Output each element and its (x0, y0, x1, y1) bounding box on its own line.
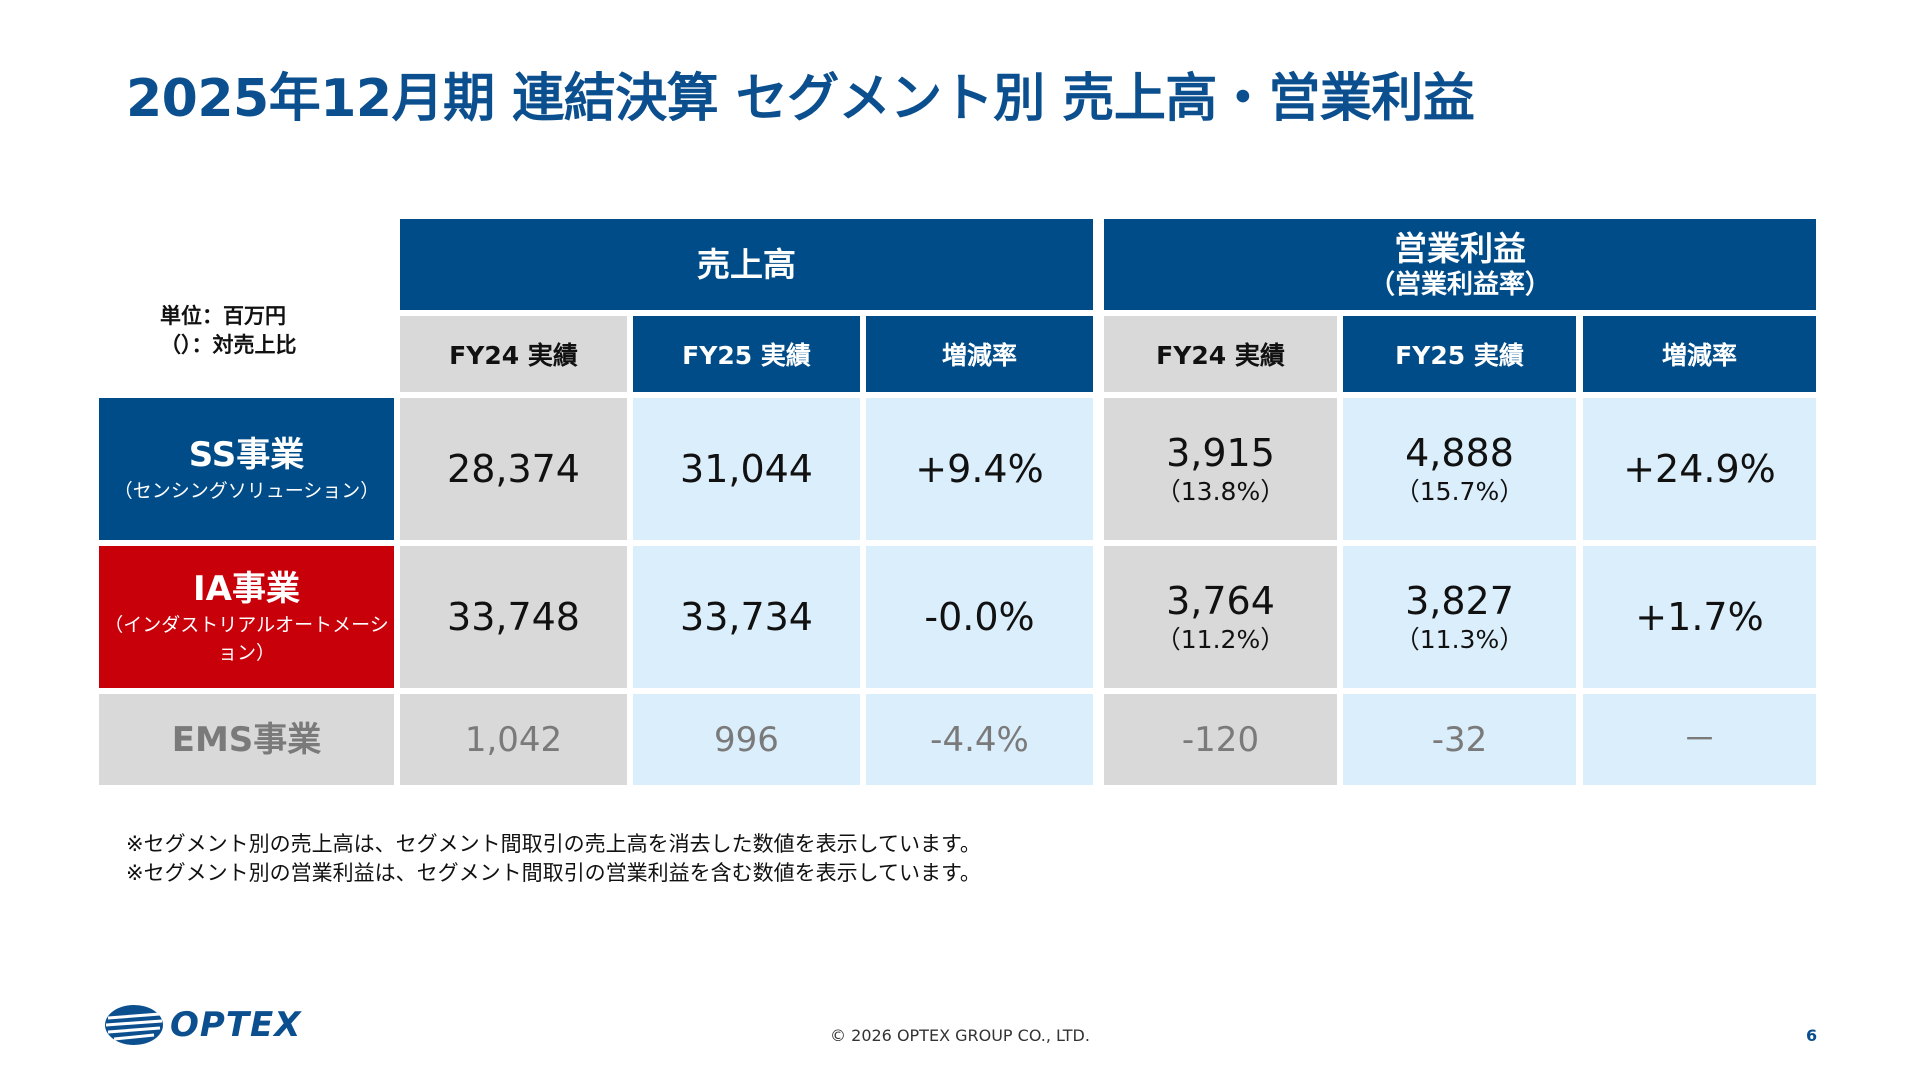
header-sales-label: 売上高 (697, 244, 796, 284)
segment-ss-sub: （センシングソリューション） (113, 480, 380, 502)
segment-ia-sub: （インダストリアルオートメーション） (104, 614, 389, 664)
footnote-1: ※セグメント別の売上高は、セグメント間取引の売上高を消去した数値を表示しています… (126, 832, 981, 856)
table-cell-ems-op-change: － (1583, 694, 1816, 785)
subheader-sales-fy25: FY25 実績 (633, 316, 860, 392)
table-cell-ss-op-fy25: 4,888 （15.7%） (1343, 398, 1576, 540)
logo-text: OPTEX (170, 1005, 302, 1045)
table-cell-ss-op-fy24: 3,915 （13.8%） (1104, 398, 1337, 540)
value: 996 (714, 719, 779, 760)
value: 33,734 (680, 595, 813, 639)
page-number: 6 (1806, 1026, 1818, 1045)
table-cell-ia-op-fy25: 3,827 （11.3%） (1343, 546, 1576, 688)
value: 3,827 (1405, 579, 1514, 623)
table-cell-ia-op-change: +1.7% (1583, 546, 1816, 688)
ratio: （15.7%） (1394, 477, 1525, 506)
page-title: 2025年12月期 連結決算 セグメント別 売上高・営業利益 (126, 69, 1475, 129)
logo-icon (105, 1005, 163, 1045)
value: +9.4% (915, 447, 1044, 491)
subheader-sales-fy24: FY24 実績 (400, 316, 627, 392)
table-cell-ss-sales-fy25: 31,044 (633, 398, 860, 540)
value: 1,042 (464, 719, 563, 760)
value: 28,374 (447, 447, 580, 491)
segment-ems: EMS事業 (99, 694, 394, 785)
table-cell-ems-op-fy24: -120 (1104, 694, 1337, 785)
unit-line-1: 単位：百万円 (160, 304, 286, 328)
table-cell-ems-sales-change: -4.4% (866, 694, 1093, 785)
header-op-profit: 営業利益 （営業利益率） (1104, 219, 1816, 310)
value: -4.4% (930, 719, 1029, 760)
header-sales: 売上高 (400, 219, 1093, 310)
table-cell-ia-sales-fy25: 33,734 (633, 546, 860, 688)
subheader-op-fy25: FY25 実績 (1343, 316, 1576, 392)
table-cell-ems-sales-fy25: 996 (633, 694, 860, 785)
table-cell-ems-op-fy25: -32 (1343, 694, 1576, 785)
ratio: （11.3%） (1394, 625, 1525, 654)
header-op-profit-sub: （営業利益率） (1368, 269, 1551, 300)
segment-ia: IA事業 （インダストリアルオートメーション） (99, 546, 394, 688)
value: 33,748 (447, 595, 580, 639)
table-cell-ss-sales-fy24: 28,374 (400, 398, 627, 540)
value: 4,888 (1405, 431, 1514, 475)
value: － (1682, 719, 1717, 760)
value: -32 (1431, 719, 1488, 760)
subheader-op-fy24: FY24 実績 (1104, 316, 1337, 392)
copyright: © 2026 OPTEX GROUP CO., LTD. (830, 1026, 1090, 1045)
segment-ems-label: EMS事業 (171, 719, 322, 760)
value: 3,915 (1166, 431, 1275, 475)
ratio: （13.8%） (1155, 477, 1286, 506)
value: +24.9% (1623, 447, 1776, 491)
segment-ss: SS事業 （センシングソリューション） (99, 398, 394, 540)
table-cell-ia-sales-change: -0.0% (866, 546, 1093, 688)
table-cell-ia-sales-fy24: 33,748 (400, 546, 627, 688)
unit-line-2: （）：対売上比 (160, 333, 297, 357)
table-cell-ss-op-change: +24.9% (1583, 398, 1816, 540)
subheader-sales-change: 増減率 (866, 316, 1093, 392)
table-cell-ems-sales-fy24: 1,042 (400, 694, 627, 785)
value: 3,764 (1166, 579, 1275, 623)
ratio: （11.2%） (1155, 625, 1286, 654)
unit-note: 単位：百万円 （）：対売上比 (160, 302, 350, 360)
value: -0.0% (924, 595, 1035, 639)
segment-ia-label: IA事業 (193, 569, 300, 609)
value: 31,044 (680, 447, 813, 491)
segment-ss-label: SS事業 (188, 435, 305, 475)
value: +1.7% (1635, 595, 1764, 639)
subheader-op-change: 増減率 (1583, 316, 1816, 392)
footnote-2: ※セグメント別の営業利益は、セグメント間取引の営業利益を含む数値を表示しています… (126, 861, 981, 885)
header-op-profit-label: 営業利益 (1394, 228, 1526, 268)
value: -120 (1181, 719, 1260, 760)
footnotes: ※セグメント別の売上高は、セグメント間取引の売上高を消去した数値を表示しています… (126, 830, 981, 888)
company-logo: OPTEX (104, 1004, 301, 1046)
table-cell-ia-op-fy24: 3,764 （11.2%） (1104, 546, 1337, 688)
table-cell-ss-sales-change: +9.4% (866, 398, 1093, 540)
